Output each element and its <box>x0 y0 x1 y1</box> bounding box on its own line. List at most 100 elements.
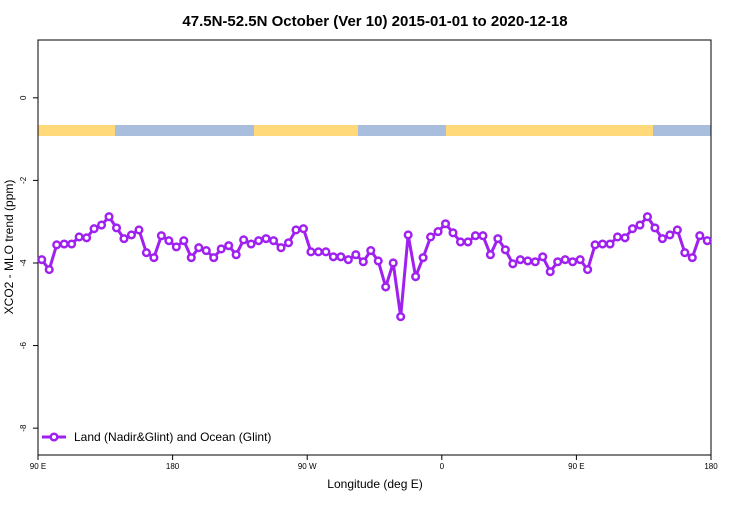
point <box>485 250 495 260</box>
point <box>52 240 62 250</box>
x-tick-label: 90 E <box>30 462 46 471</box>
x-axis-label: Longitude (deg E) <box>327 477 422 491</box>
point <box>478 231 488 241</box>
point <box>553 257 563 267</box>
point <box>426 232 436 242</box>
point <box>440 219 451 229</box>
point <box>396 312 406 322</box>
point <box>239 235 249 245</box>
point <box>321 247 331 257</box>
point <box>111 223 122 233</box>
point <box>381 282 391 292</box>
point <box>186 253 196 263</box>
point <box>119 234 129 244</box>
point <box>538 252 548 262</box>
point <box>560 255 570 265</box>
point <box>141 248 151 258</box>
legend-label: Land (Nadir&Glint) and Ocean (Glint) <box>74 430 271 444</box>
point <box>194 243 204 253</box>
y-tick-label: -8 <box>19 424 28 432</box>
y-tick-label: -4 <box>19 259 28 267</box>
point <box>291 225 301 235</box>
point <box>598 239 608 249</box>
ocean <box>358 125 446 136</box>
point <box>149 253 159 263</box>
point <box>82 233 92 243</box>
point <box>470 231 481 241</box>
chart-title: 47.5N-52.5N October (Ver 10) 2015-01-01 … <box>182 13 567 30</box>
point <box>680 248 690 258</box>
point <box>171 242 181 252</box>
point <box>74 232 84 242</box>
point <box>201 246 211 256</box>
point <box>104 212 114 222</box>
x-tick-label: 90 W <box>298 462 317 471</box>
point <box>642 212 652 222</box>
point <box>328 252 338 262</box>
y-tick-label: 0 <box>19 95 28 100</box>
point <box>336 252 346 262</box>
point <box>67 239 77 249</box>
legend-marker <box>49 432 59 442</box>
point <box>650 223 660 233</box>
point <box>261 234 271 244</box>
point <box>366 246 376 256</box>
point <box>583 265 593 275</box>
point <box>179 236 189 246</box>
point <box>433 227 443 237</box>
point <box>358 257 368 267</box>
point <box>388 258 398 268</box>
point <box>351 250 361 260</box>
point <box>254 236 264 246</box>
point <box>283 238 294 248</box>
point <box>635 220 645 230</box>
point <box>306 247 316 257</box>
point <box>575 255 585 265</box>
point <box>500 245 510 255</box>
land <box>446 125 653 136</box>
point <box>298 224 309 234</box>
x-tick-label: 90 E <box>568 462 584 471</box>
point <box>126 230 137 240</box>
point <box>403 230 413 240</box>
point <box>530 257 540 267</box>
point <box>156 231 166 241</box>
point <box>493 234 503 244</box>
point <box>515 255 525 265</box>
ocean <box>115 125 254 136</box>
point <box>545 267 555 277</box>
point <box>612 232 623 242</box>
point <box>216 244 226 254</box>
point <box>373 256 383 266</box>
point <box>605 239 615 249</box>
point <box>463 237 473 247</box>
x-tick-label: 180 <box>166 462 180 471</box>
point <box>523 256 533 266</box>
land <box>254 125 358 136</box>
point <box>590 240 600 250</box>
point <box>59 239 69 249</box>
plot-frame <box>37 39 712 456</box>
land-ocean-strip <box>38 125 711 136</box>
land <box>38 125 115 136</box>
point <box>657 234 667 244</box>
ocean <box>653 125 711 136</box>
point <box>418 253 428 263</box>
y-axis-label: XCO2 - MLO trend (ppm) <box>2 180 16 315</box>
point <box>665 230 675 240</box>
point <box>313 247 323 257</box>
point <box>687 253 697 263</box>
point <box>695 231 705 241</box>
point <box>44 265 54 275</box>
point <box>702 236 712 246</box>
point <box>269 236 279 246</box>
point <box>448 228 458 238</box>
point <box>246 239 256 249</box>
point <box>276 243 286 253</box>
point <box>224 241 234 251</box>
point <box>134 225 144 235</box>
point <box>209 253 219 263</box>
point <box>343 255 353 265</box>
point <box>455 237 466 247</box>
